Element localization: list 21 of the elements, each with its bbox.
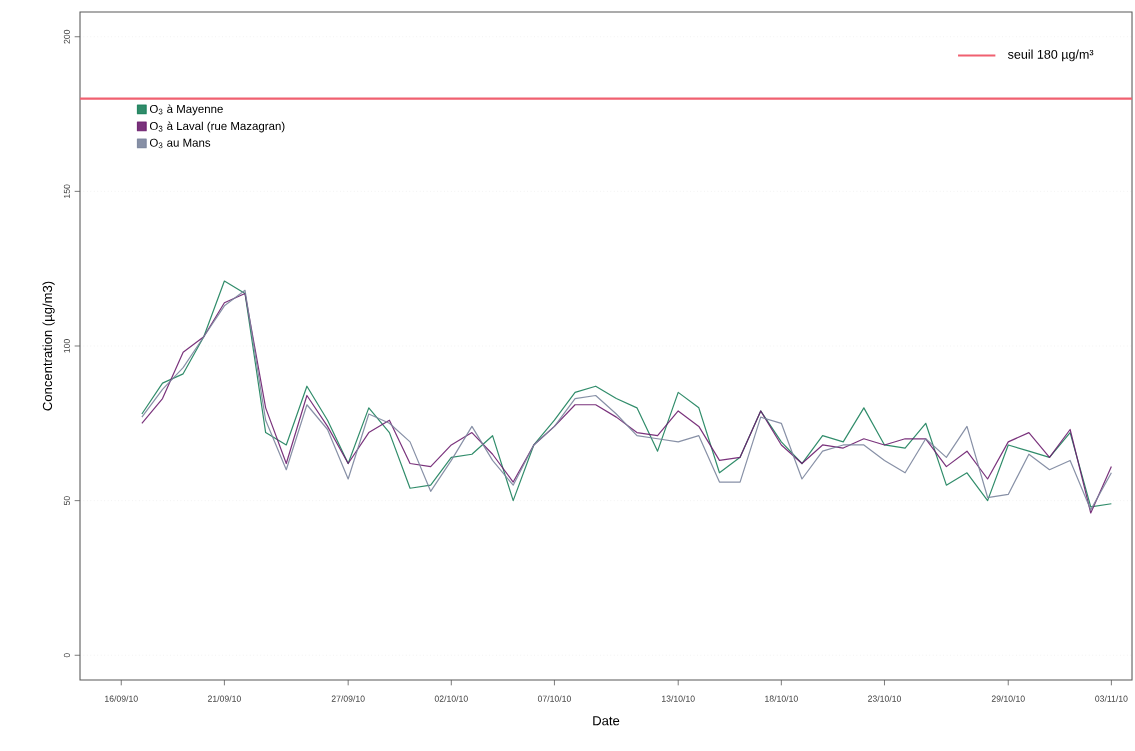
y-tick-label: 0 [63,653,70,658]
x-tick-label: 21/09/10 [207,695,241,702]
x-tick-label: 27/09/10 [331,695,365,702]
x-tick-label: 16/09/10 [105,695,138,702]
x-tick-label: 29/10/10 [991,695,1025,702]
x-tick-label: 07/10/10 [537,695,571,702]
y-tick-label: 100 [63,339,70,353]
y-tick-label: 200 [63,29,70,44]
legend-label: seuil 180 µg/m³ [1008,49,1094,62]
x-tick-label: 18/10/10 [765,695,798,702]
x-tick-label: 02/10/10 [434,695,468,702]
y-tick-label: 50 [63,496,70,506]
y-axis-title: Concentration (µg/m3) [42,281,55,411]
legend-label: O$_{3}$ au Mans [149,138,211,149]
x-tick-label: 13/10/10 [662,695,695,702]
x-tick-label: 23/10/10 [868,695,901,702]
legend-label: O$_{3}$ à Mayenne [149,104,223,116]
legend-label: O$_{3}$ à Laval (rue Mazagran) [149,121,285,133]
y-tick-label: 150 [63,184,70,198]
x-axis-title: Date [593,716,620,726]
x-tick-label: 03/11/10 [1095,695,1128,702]
